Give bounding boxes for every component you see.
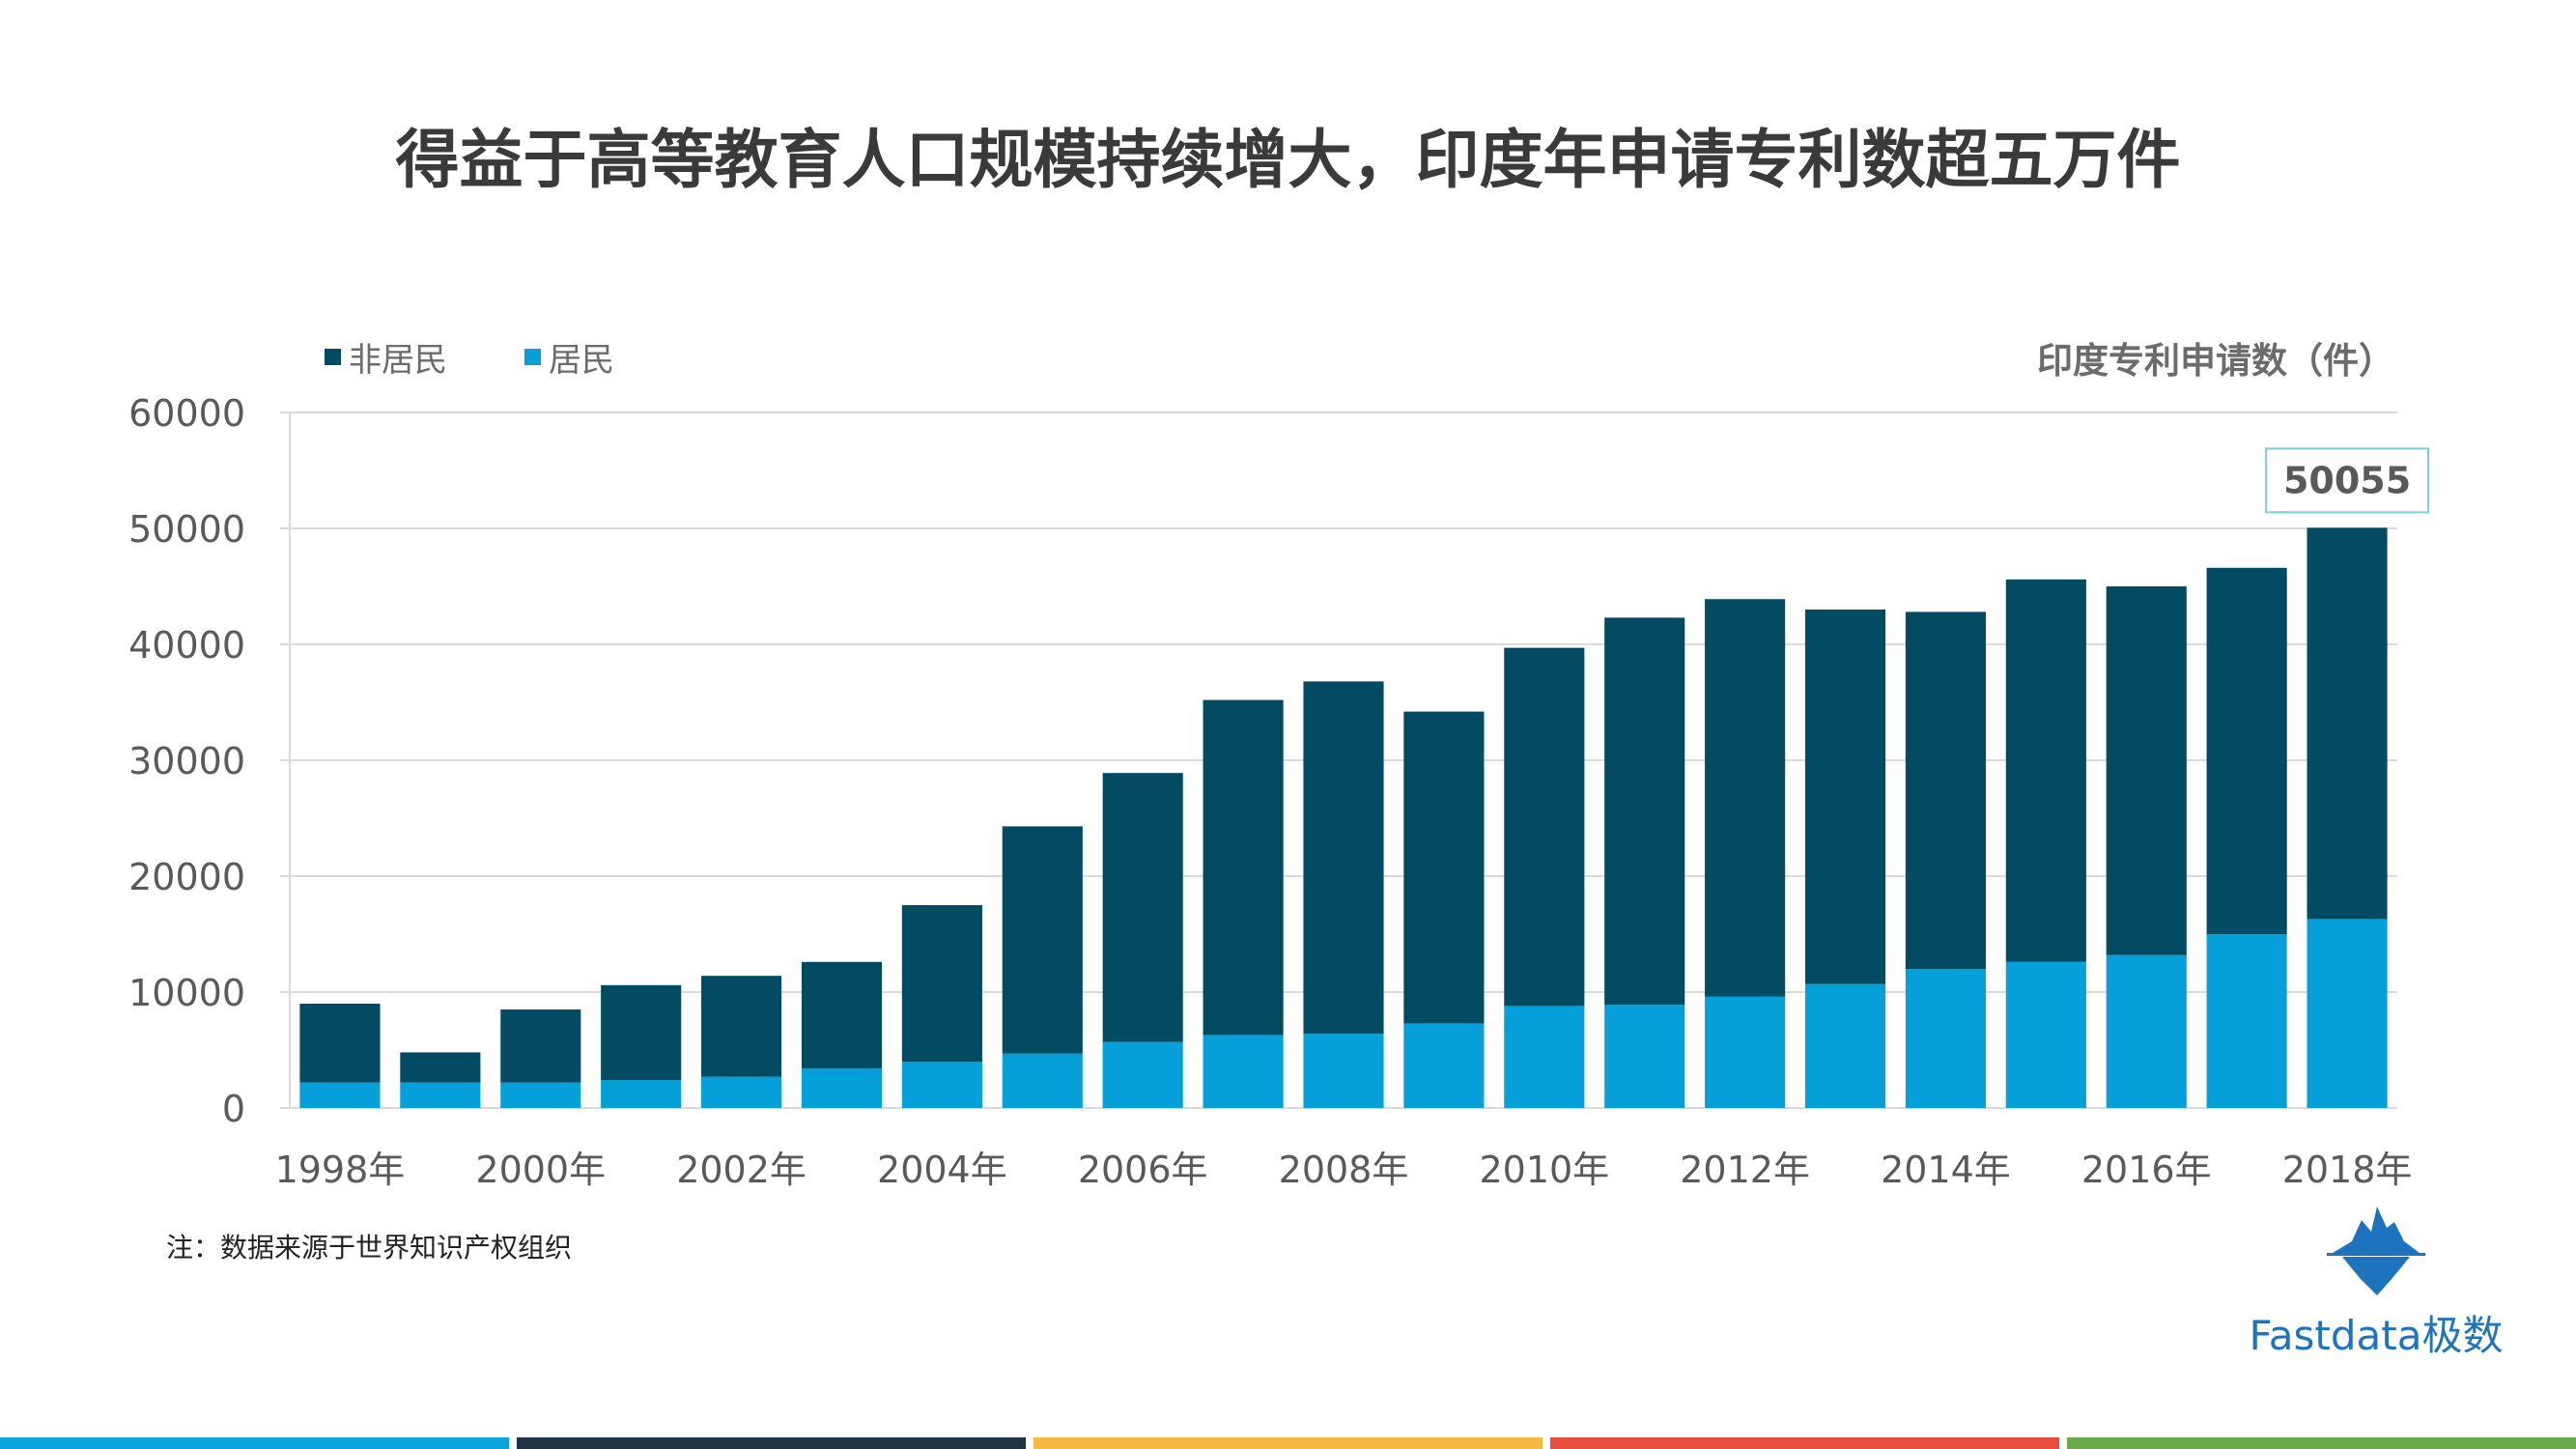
- bottom-bar-segment: [1550, 1437, 2059, 1449]
- bar-resident: [901, 1062, 982, 1108]
- bar-nonresident: [801, 961, 883, 1069]
- bottom-bar-segment: [1033, 1437, 1543, 1449]
- page-title: 得益于高等教育人口规模持续增大，印度年申请专利数超五万件: [395, 123, 2181, 197]
- bar-resident: [1905, 969, 1986, 1108]
- bar-nonresident: [2307, 527, 2388, 920]
- x-tick-label: 2006年: [1078, 1149, 1208, 1191]
- legend-label-resident: 居民: [549, 341, 614, 380]
- bar-resident: [500, 1082, 581, 1108]
- bar-resident: [2206, 934, 2287, 1108]
- bar-resident: [2005, 961, 2086, 1108]
- legend-item-nonresident: 非居民: [325, 333, 447, 381]
- bar-nonresident: [2005, 579, 2086, 962]
- iceberg-icon: [2327, 1207, 2425, 1295]
- bar-nonresident: [901, 905, 982, 1062]
- legend-swatch-resident: [524, 349, 541, 365]
- bar-resident: [1303, 1034, 1384, 1108]
- legend-item-resident: 居民: [524, 333, 614, 381]
- bar-nonresident: [400, 1052, 481, 1083]
- annotation-label: 50055: [2283, 459, 2411, 501]
- bar-nonresident: [2106, 586, 2187, 955]
- bar-resident: [1403, 1023, 1485, 1108]
- x-tick-label: 2004年: [877, 1149, 1007, 1191]
- bar-nonresident: [2206, 567, 2287, 934]
- annotation-box: [2265, 447, 2430, 514]
- bar-nonresident: [601, 984, 682, 1081]
- y-tick-label: 30000: [128, 740, 245, 782]
- bottom-color-bar: [0, 1437, 2576, 1449]
- bottom-bar-segment: [2067, 1437, 2576, 1449]
- brand-name: Fastdata极数: [2249, 1312, 2504, 1359]
- bar-nonresident: [500, 1009, 581, 1083]
- bottom-bar-segment: [517, 1437, 1026, 1449]
- bottom-bar-segment: [0, 1437, 509, 1449]
- bar-nonresident: [1002, 826, 1083, 1054]
- legend-swatch-nonresident: [325, 349, 341, 365]
- bar-nonresident: [1102, 773, 1183, 1042]
- x-tick-label: 2016年: [2081, 1149, 2212, 1191]
- y-tick-label: 0: [222, 1088, 245, 1130]
- bar-resident: [601, 1080, 682, 1108]
- legend-label-nonresident: 非居民: [349, 341, 447, 380]
- x-tick-label: 2014年: [1881, 1149, 2011, 1191]
- bar-nonresident: [1403, 711, 1485, 1024]
- bar-resident: [1604, 1005, 1685, 1108]
- bar-resident: [1002, 1053, 1083, 1108]
- bar-nonresident: [1303, 681, 1384, 1035]
- source-note: 注：数据来源于世界知识产权组织: [166, 1232, 573, 1264]
- y-tick-label: 10000: [128, 972, 245, 1014]
- x-tick-label: 2012年: [1680, 1149, 1810, 1191]
- y-tick-label: 50000: [128, 508, 245, 551]
- bar-resident: [1504, 1006, 1585, 1108]
- bar-resident: [1102, 1041, 1183, 1108]
- bar-resident: [400, 1082, 481, 1108]
- bar-resident: [801, 1068, 883, 1108]
- y-tick-label: 40000: [128, 624, 245, 667]
- y-tick-label: 60000: [128, 392, 245, 435]
- bar-resident: [2106, 954, 2187, 1108]
- bar-resident: [1705, 996, 1786, 1108]
- bar-nonresident: [1705, 599, 1786, 997]
- bar-nonresident: [701, 976, 782, 1077]
- brand-logo: Fastdata极数: [2231, 1203, 2521, 1362]
- bar-resident: [299, 1082, 381, 1108]
- bar-nonresident: [1604, 617, 1685, 1006]
- bar-resident: [1203, 1035, 1284, 1108]
- x-tick-label: 2008年: [1279, 1149, 1409, 1191]
- x-tick-label: 1998年: [275, 1149, 406, 1191]
- x-tick-label: 2018年: [2282, 1149, 2413, 1191]
- bar-resident: [2307, 919, 2388, 1108]
- x-tick-label: 2002年: [676, 1149, 807, 1191]
- bar-nonresident: [299, 1004, 381, 1083]
- chart-legend: 非居民 居民: [325, 333, 614, 381]
- bar-resident: [701, 1076, 782, 1108]
- bar-nonresident: [1203, 699, 1284, 1036]
- bar-resident: [1804, 983, 1886, 1108]
- x-tick-label: 2000年: [475, 1149, 606, 1191]
- x-tick-label: 2010年: [1479, 1149, 1609, 1191]
- bar-nonresident: [1504, 647, 1585, 1007]
- y-tick-label: 20000: [128, 856, 245, 898]
- bar-nonresident: [1804, 610, 1886, 984]
- chart-title: 印度专利申请数（件）: [2037, 340, 2394, 382]
- bar-nonresident: [1905, 611, 1986, 969]
